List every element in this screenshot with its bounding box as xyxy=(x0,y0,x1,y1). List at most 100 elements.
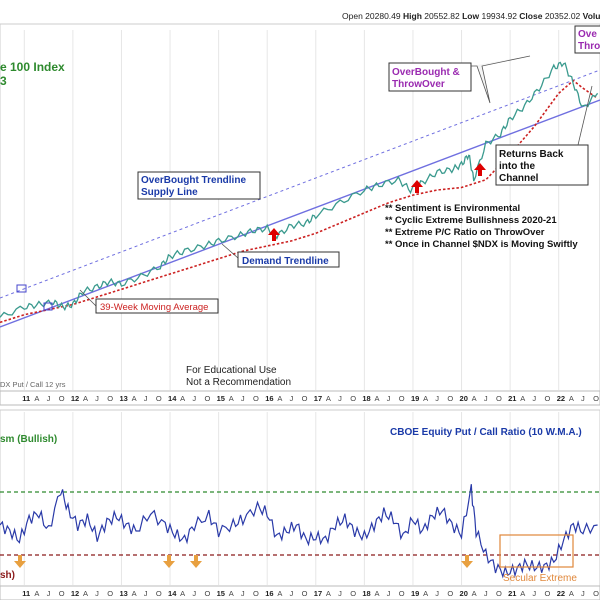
ohlc-header: Open 20280.49 High 20552.82 Low 19934.92… xyxy=(342,11,600,21)
x-tick-month: A xyxy=(375,394,380,403)
x-tick-month: J xyxy=(192,394,196,403)
svg-text:Supply Line: Supply Line xyxy=(141,187,198,198)
svg-text:For Educational Use: For Educational Use xyxy=(186,365,277,376)
price-line xyxy=(0,61,599,318)
annotation-overbought-throwover: OverBought & ThrowOver xyxy=(388,55,531,104)
svg-text:** Cyclic Extreme Bullishness: ** Cyclic Extreme Bullishness 2020-21 xyxy=(385,215,557,226)
annotation-moving-average: 39-Week Moving Average xyxy=(79,289,219,314)
touch-marker-bottom xyxy=(43,302,53,311)
x-tick-month: J xyxy=(435,394,439,403)
x-tick-year: 11 xyxy=(22,394,30,403)
x-tick-month: J xyxy=(338,394,342,403)
x-tick-year: 21 xyxy=(508,394,516,403)
x-tick-month: A xyxy=(229,394,234,403)
x-tick-month: O xyxy=(156,394,162,403)
x-tick-month: A xyxy=(326,589,331,598)
x-tick-month: A xyxy=(423,394,428,403)
bearish-label: sh) xyxy=(0,570,15,581)
x-tick-month: J xyxy=(532,589,536,598)
x-tick-year: 21 xyxy=(508,589,516,598)
x-tick-month: A xyxy=(180,589,185,598)
arrow-down-icon xyxy=(163,555,175,568)
x-tick-month: A xyxy=(132,394,137,403)
svg-text:** Sentiment is Environmental: ** Sentiment is Environmental xyxy=(385,203,520,214)
x-tick-year: 22 xyxy=(557,394,565,403)
ratio-title: CBOE Equity Put / Call Ratio (10 W.M.A.) xyxy=(390,427,582,438)
x-tick-month: O xyxy=(593,589,599,598)
x-tick-month: J xyxy=(192,589,196,598)
svg-text:Channel: Channel xyxy=(499,173,539,184)
x-tick-month: O xyxy=(204,589,210,598)
x-tick-month: O xyxy=(302,394,308,403)
red-up-arrows xyxy=(268,163,486,241)
x-tick-month: A xyxy=(34,589,39,598)
x-tick-month: A xyxy=(277,394,282,403)
x-tick-year: 13 xyxy=(119,394,127,403)
x-tick-month: O xyxy=(350,394,356,403)
x-tick-month: A xyxy=(326,394,331,403)
x-tick-month: J xyxy=(387,589,391,598)
svg-text:ThrowOver: ThrowOver xyxy=(392,79,445,90)
arrow-down-icon xyxy=(14,555,26,568)
x-tick-month: J xyxy=(338,589,342,598)
x-tick-year: 12 xyxy=(71,394,79,403)
annotation-overbought-right: Ove Thro xyxy=(574,25,600,54)
svg-text:** Extreme P/C Ratio on ThrowO: ** Extreme P/C Ratio on ThrowOver xyxy=(385,227,545,238)
svg-text:** Once in Channel $NDX is Mov: ** Once in Channel $NDX is Moving Swiftl… xyxy=(385,239,578,250)
x-tick-year: 22 xyxy=(557,589,565,598)
x-tick-month: O xyxy=(59,394,65,403)
x-tick-month: O xyxy=(399,589,405,598)
upper-panel xyxy=(0,23,600,392)
svg-text:OverBought &: OverBought & xyxy=(392,67,460,78)
x-tick-month: A xyxy=(569,589,574,598)
x-tick-month: O xyxy=(302,589,308,598)
bullish-label: sm (Bullish) xyxy=(0,434,57,445)
educational-note: For Educational Use Not a Recommendation xyxy=(186,365,291,388)
x-tick-month: O xyxy=(204,394,210,403)
svg-text:Not a Recommendation: Not a Recommendation xyxy=(186,377,291,388)
x-tick-year: 20 xyxy=(460,394,468,403)
notes-block: ** Sentiment is Environmental ** Cyclic … xyxy=(385,203,578,250)
x-tick-year: 16 xyxy=(265,394,273,403)
x-tick-month: A xyxy=(83,589,88,598)
svg-text:Demand Trendline: Demand Trendline xyxy=(242,256,329,267)
x-axis-ticks: 11 A J O 12 A J O 13 A J O 14 A J O 15 A J O 16 A J O 17 A J O 18 A J O… xyxy=(22,394,599,403)
x-tick-year: 13 xyxy=(119,589,127,598)
x-tick-month: A xyxy=(375,589,380,598)
x-tick-month: A xyxy=(520,394,525,403)
x-tick-year: 19 xyxy=(411,589,419,598)
x-tick-month: J xyxy=(289,589,293,598)
svg-text:Ove: Ove xyxy=(578,29,597,40)
svg-text:Thro: Thro xyxy=(578,41,600,52)
svg-text:OverBought Trendline: OverBought Trendline xyxy=(141,175,246,186)
x-tick-month: A xyxy=(34,394,39,403)
x-tick-month: J xyxy=(47,589,51,598)
index-subtitle: 3 xyxy=(0,74,7,88)
x-tick-month: J xyxy=(95,394,99,403)
x-tick-month: A xyxy=(229,589,234,598)
annotation-returns-back: Returns Back into the Channel xyxy=(495,85,593,186)
annotation-demand-trendline: Demand Trendline xyxy=(221,243,340,268)
x-tick-month: J xyxy=(387,394,391,403)
x-tick-month: O xyxy=(545,394,551,403)
x-tick-month: J xyxy=(241,589,245,598)
x-tick-month: O xyxy=(107,589,113,598)
touch-marker-top xyxy=(16,284,27,293)
x-tick-month: O xyxy=(545,589,551,598)
x-tick-month: J xyxy=(581,589,585,598)
x-tick-year: 19 xyxy=(411,394,419,403)
moving-average-line xyxy=(0,79,599,324)
x-tick-month: A xyxy=(180,394,185,403)
x-tick-month: J xyxy=(484,394,488,403)
x-tick-year: 12 xyxy=(71,589,79,598)
x-tick-year: 18 xyxy=(362,394,370,403)
x-tick-month: J xyxy=(435,589,439,598)
x-tick-year: 15 xyxy=(217,394,225,403)
legend-fragment: DX Put / Call 12 yrs xyxy=(0,380,66,389)
annotation-trendline-supply: OverBought Trendline Supply Line xyxy=(137,171,261,200)
x-tick-year: 14 xyxy=(168,394,177,403)
x-tick-year: 17 xyxy=(314,589,322,598)
svg-text:Open 20280.49 High 20552.82 Lo: Open 20280.49 High 20552.82 Low 19934.92… xyxy=(342,11,600,21)
x-tick-month: J xyxy=(47,394,51,403)
